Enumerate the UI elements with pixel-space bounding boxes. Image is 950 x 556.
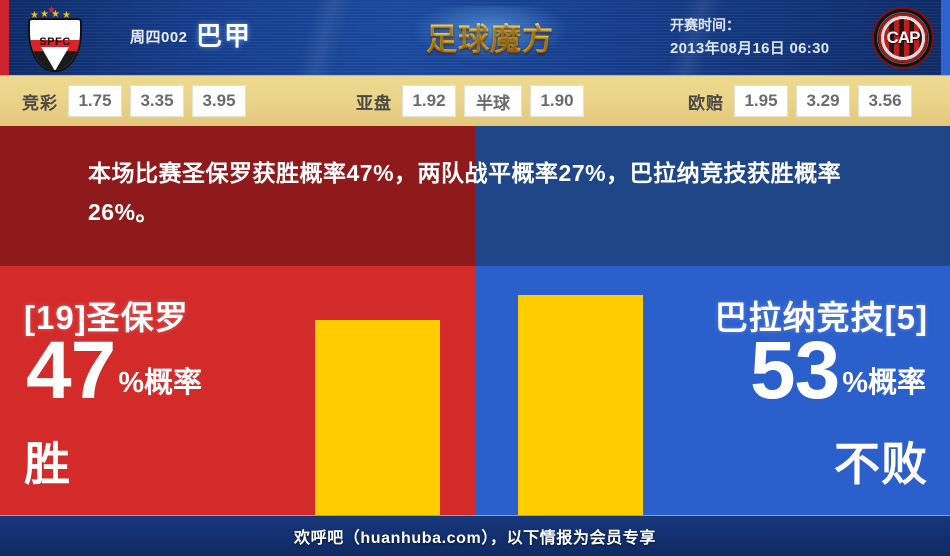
sao-paulo-crest-icon: ★ ★ ★ ★ ★ SPFC <box>22 5 84 72</box>
away-probability-bar <box>518 295 643 515</box>
summary-left-bg <box>0 126 475 266</box>
kickoff-label: 开赛时间： <box>670 17 740 33</box>
summary-text: 本场比赛圣保罗获胜概率47%，两队战平概率27%，巴拉纳竞技获胜概率26%。 <box>88 160 842 225</box>
crest-ring <box>877 12 929 64</box>
odds-group-yapan: 亚盘 1.92 半球 1.90 <box>356 76 584 126</box>
away-team-name: 巴拉纳竞技[5] <box>714 299 928 336</box>
home-team-panel: [19]圣保罗 47 %概率 胜 <box>0 266 475 515</box>
odds-cell-oupei-3[interactable]: 3.56 <box>858 85 912 117</box>
odds-cell-yapan-2[interactable]: 1.90 <box>530 85 584 117</box>
odds-cell-jingcai-3[interactable]: 3.95 <box>192 85 246 117</box>
home-probability-bar <box>315 320 440 515</box>
away-percent-number: 53 <box>749 325 840 416</box>
summary-right-bg <box>475 126 950 266</box>
footer-text: 欢呼吧（huanhuba.com），以下情报为会员专享 <box>294 530 656 547</box>
kickoff-time: 2013年08月16日 06:30 <box>670 40 830 57</box>
kickoff-info: 开赛时间： 2013年08月16日 06:30 <box>670 14 829 60</box>
odds-label-oupei: 欧赔 <box>688 93 724 113</box>
atletico-paranaense-crest-icon: CAP <box>872 7 934 69</box>
odds-label-jingcai: 竞彩 <box>22 93 58 113</box>
brand-logo-text: 足球魔方 <box>426 14 554 59</box>
odds-cell-oupei-1[interactable]: 1.95 <box>734 85 788 117</box>
home-team-name: [19]圣保罗 <box>24 299 189 336</box>
odds-group-jingcai: 竞彩 1.75 3.35 3.95 <box>22 76 246 126</box>
crest-shield-shape: SPFC <box>28 18 82 72</box>
odds-cell-oupei-2[interactable]: 3.29 <box>796 85 850 117</box>
home-percent-suffix: %概率 <box>118 367 203 399</box>
footer-banner: 欢呼吧（huanhuba.com），以下情报为会员专享 <box>0 515 950 556</box>
odds-label-yapan: 亚盘 <box>356 93 392 113</box>
odds-cell-jingcai-1[interactable]: 1.75 <box>68 85 122 117</box>
away-verdict: 不败 <box>834 438 928 490</box>
header-left-red-edge <box>0 0 9 75</box>
odds-bar: 竞彩 1.75 3.35 3.95 亚盘 1.92 半球 1.90 欧赔 1.9… <box>0 75 950 127</box>
header-right-blue-edge <box>941 0 950 75</box>
brand-logo: 足球魔方 <box>400 6 580 66</box>
header-sheen-left <box>230 0 400 75</box>
probability-chart: [19]圣保罗 47 %概率 胜 巴拉纳竞技[5] 53 %概率 不败 <box>0 266 950 515</box>
match-number: 周四002 <box>130 29 188 46</box>
away-team-panel: 巴拉纳竞技[5] 53 %概率 不败 <box>475 266 950 515</box>
away-probability-value: 53 %概率 <box>749 325 926 416</box>
odds-cell-jingcai-2[interactable]: 3.35 <box>130 85 184 117</box>
crest-stars-icon: ★ ★ ★ ★ ★ <box>30 5 71 21</box>
header-sheen-right <box>600 0 770 75</box>
home-percent-number: 47 <box>26 325 116 416</box>
odds-cell-yapan-handicap[interactable]: 半球 <box>464 85 522 117</box>
odds-cell-yapan-1[interactable]: 1.92 <box>402 85 456 117</box>
league-name: 巴甲 <box>196 21 253 51</box>
match-header: ★ ★ ★ ★ ★ SPFC 周四002 巴甲 足球魔方 开赛时间： 2013年… <box>0 0 950 75</box>
crest-v-shape <box>41 47 69 70</box>
crest-monogram-away: CAP <box>886 28 921 47</box>
home-verdict: 胜 <box>24 438 71 490</box>
summary-banner: 本场比赛圣保罗获胜概率47%，两队战平概率27%，巴拉纳竞技获胜概率26%。 <box>0 126 950 266</box>
odds-group-oupei: 欧赔 1.95 3.29 3.56 <box>688 76 912 126</box>
away-percent-suffix: %概率 <box>842 367 926 399</box>
home-probability-value: 47 %概率 <box>26 325 203 416</box>
crest-monogram: SPFC <box>39 36 71 48</box>
